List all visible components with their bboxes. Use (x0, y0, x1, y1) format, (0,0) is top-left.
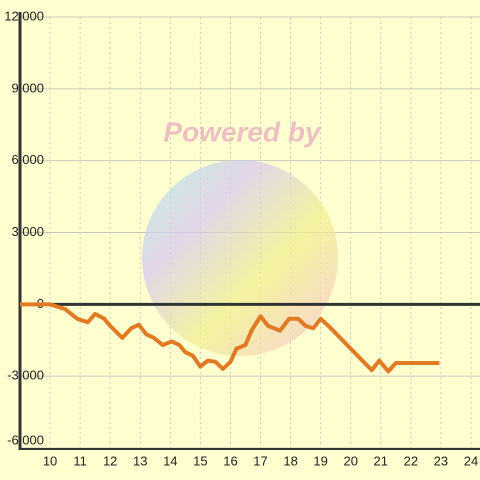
x-tick-label: 15 (193, 453, 207, 468)
x-tick-label: 16 (223, 453, 237, 468)
x-tick-label: 20 (343, 453, 357, 468)
y-tick-label: 9,000 (11, 80, 44, 95)
y-tick-label: 3,000 (11, 224, 44, 239)
x-tick-label: 17 (253, 453, 267, 468)
y-tick-label: -6,000 (7, 432, 44, 447)
x-tick-label: 23 (434, 453, 448, 468)
x-tick-label: 18 (283, 453, 297, 468)
x-tick-label: 22 (404, 453, 418, 468)
x-tick-label: 19 (313, 453, 327, 468)
x-tick-label: 24 (464, 453, 478, 468)
watermark-logo (142, 160, 338, 356)
watermark-text: Powered by (163, 116, 322, 147)
x-tick-label: 10 (43, 453, 57, 468)
data-line (20, 302, 440, 374)
x-tick-label: 11 (73, 453, 87, 468)
y-tick-label: -3,000 (7, 368, 44, 383)
x-tick-label: 21 (374, 453, 388, 468)
y-tick-label: 6,000 (11, 152, 44, 167)
x-tick-label: 12 (103, 453, 117, 468)
x-tick-label: 14 (163, 453, 177, 468)
x-tick-label: 13 (133, 453, 147, 468)
y-tick-label: 12,000 (4, 8, 44, 23)
